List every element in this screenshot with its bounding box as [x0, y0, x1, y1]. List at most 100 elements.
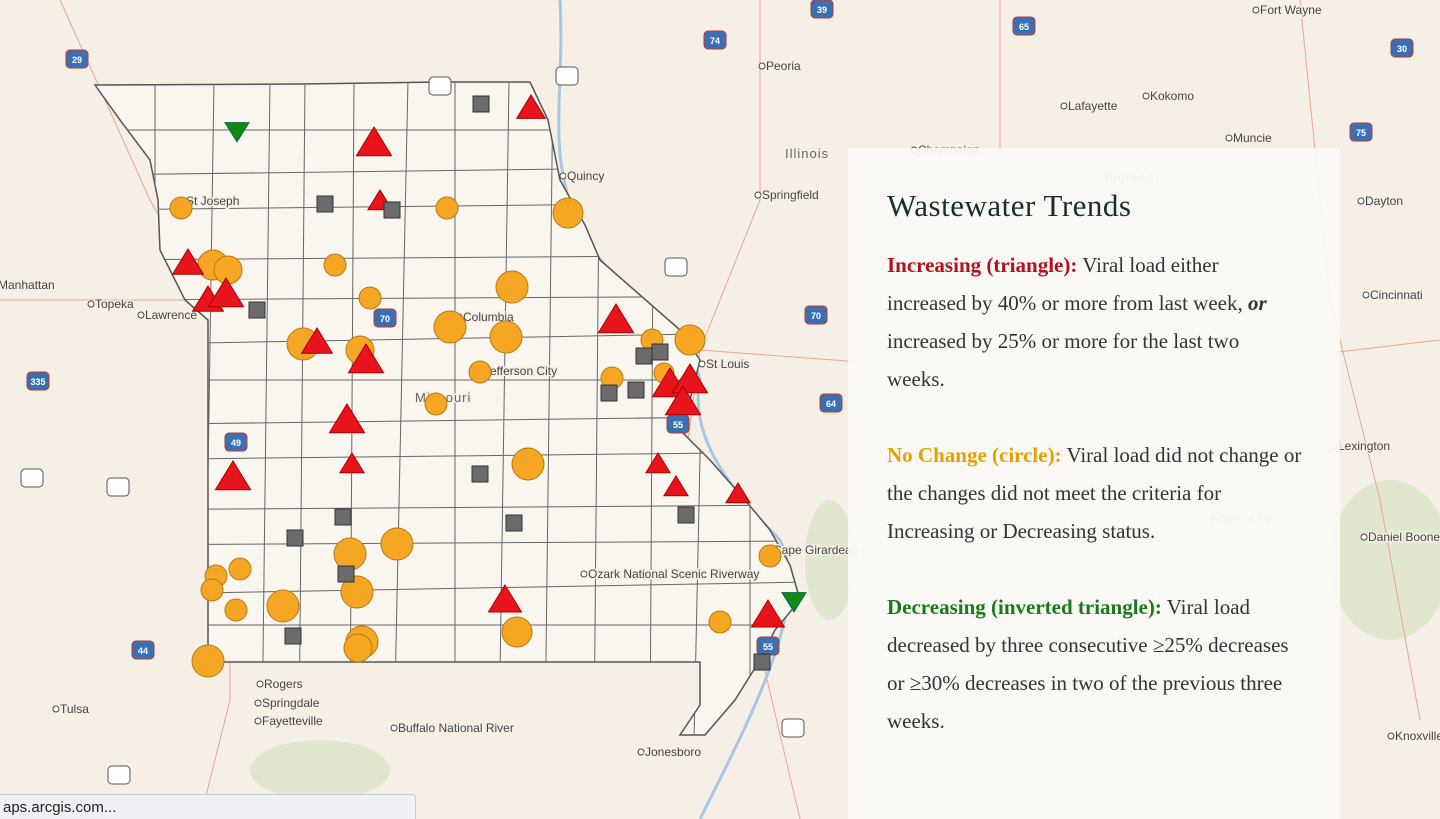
no-data-site: [472, 95, 490, 113]
city-label: Tulsa: [60, 702, 89, 716]
city-label: Daniel Boone National Forest: [1368, 530, 1440, 544]
legend-label: No Change (circle):: [887, 443, 1062, 467]
road-shield-label: 65: [1019, 22, 1029, 32]
no-change-site: [266, 589, 300, 623]
increasing-site: [347, 343, 385, 374]
road-shield: [781, 718, 805, 738]
no-data-site: [284, 627, 302, 645]
road-shield: [373, 308, 397, 328]
legend-title: Wastewater Trends: [887, 188, 1132, 223]
road-shield-label: 412: [785, 724, 800, 734]
state-outline: [93, 81, 801, 736]
road-shield-label: 55: [763, 642, 773, 652]
county-line: [95, 504, 800, 511]
city-dot: [580, 570, 588, 578]
city-dot: [758, 62, 766, 70]
no-change-site: [343, 633, 373, 663]
no-data-site: [600, 384, 618, 402]
city-label: Kokomo: [1150, 89, 1194, 103]
road-shield-label: 70: [380, 314, 390, 324]
legend-label: Decreasing (inverted triangle):: [887, 595, 1162, 619]
no-change-site: [501, 616, 533, 648]
county-line: [261, 82, 271, 735]
no-change-site: [323, 253, 347, 277]
no-change-site: [169, 196, 193, 220]
increasing-site: [355, 126, 393, 157]
no-data-site: [471, 465, 489, 483]
city-label: Cape Girardeau: [773, 543, 858, 557]
no-change-site: [552, 197, 584, 229]
city-dot: [254, 699, 262, 707]
no-change-site: [511, 447, 545, 481]
city-label: Peoria: [766, 59, 801, 73]
no-change-site: [433, 310, 467, 344]
no-change-site: [674, 324, 706, 356]
road-shield: [810, 0, 834, 19]
county-line: [95, 540, 800, 546]
city-label: Dayton: [1365, 194, 1403, 208]
increasing-site: [207, 277, 245, 308]
road-shield: [65, 49, 89, 69]
city-dot: [390, 724, 398, 732]
increasing-site: [750, 599, 786, 628]
no-change-site: [489, 320, 523, 354]
road-shield: [107, 765, 131, 785]
road-shield: [131, 640, 155, 660]
no-change-site: [380, 527, 414, 561]
map-labels: Peoria Quincy Springfield Lafayette Kokomo Mu…: [0, 0, 1440, 785]
no-data-site: [635, 347, 653, 365]
city-label: Cincinnati: [1370, 288, 1423, 302]
city-dot: [87, 300, 95, 308]
road-shield: [664, 257, 688, 277]
increasing-site: [645, 452, 671, 474]
no-data-site: [505, 514, 523, 532]
road-shield-label: 49: [231, 438, 241, 448]
no-data-site: [627, 381, 645, 399]
no-data-site: [337, 565, 355, 583]
city-dot: [698, 360, 706, 368]
no-change-site: [200, 578, 224, 602]
legend-text: Viral load did not change or the changes…: [887, 443, 1302, 543]
road-shield: [428, 76, 452, 96]
legend-text: Viral load decreased by three consecutiv…: [887, 595, 1289, 733]
city-dot: [637, 748, 645, 756]
no-data-site: [677, 506, 695, 524]
city-label: Fayetteville: [262, 714, 323, 728]
city-label: Jefferson City: [484, 364, 557, 378]
road-shield: [106, 477, 130, 497]
legend-item: Increasing (triangle): Viral load either…: [887, 246, 1302, 398]
road-shield-label: 54: [27, 474, 37, 484]
city-label: Springfield: [762, 188, 819, 202]
increasing-site: [597, 303, 635, 334]
road-shield-label: 64: [826, 399, 836, 409]
increasing-site: [487, 584, 523, 613]
road-shield: [224, 432, 248, 452]
increasing-site: [663, 475, 689, 497]
no-data-site: [248, 301, 266, 319]
city-dot: [137, 311, 145, 319]
city-label: Jonesboro: [645, 745, 701, 759]
road-shield: [555, 66, 579, 86]
road-shield-label: 44: [138, 646, 148, 656]
road-shield-label: 335: [30, 377, 45, 387]
city-dot: [1252, 6, 1260, 14]
increasing-site: [171, 248, 205, 275]
road-shield: [1012, 16, 1036, 36]
city-dot: [1362, 291, 1370, 299]
no-change-site: [435, 196, 459, 220]
legend-item: Decreasing (inverted triangle): Viral lo…: [887, 588, 1302, 740]
city-label: Knoxville: [1395, 729, 1440, 743]
legend-text: Viral load either increased by 40% or mo…: [887, 253, 1243, 315]
no-data-site: [383, 201, 401, 219]
city-dot: [1387, 732, 1395, 740]
city-label: Rogers: [264, 677, 303, 691]
city-dot: [256, 680, 264, 688]
increasing-site: [300, 327, 334, 354]
decreasing-site: [781, 592, 807, 613]
city-label: Lafayette: [1068, 99, 1118, 113]
legend-text: increased by 25% or more for the last tw…: [887, 329, 1240, 391]
road-shield: [1349, 122, 1373, 142]
no-change-site: [333, 537, 367, 571]
city-label: Fort Wayne: [1260, 3, 1322, 17]
road-shield-label: 29: [72, 55, 82, 65]
